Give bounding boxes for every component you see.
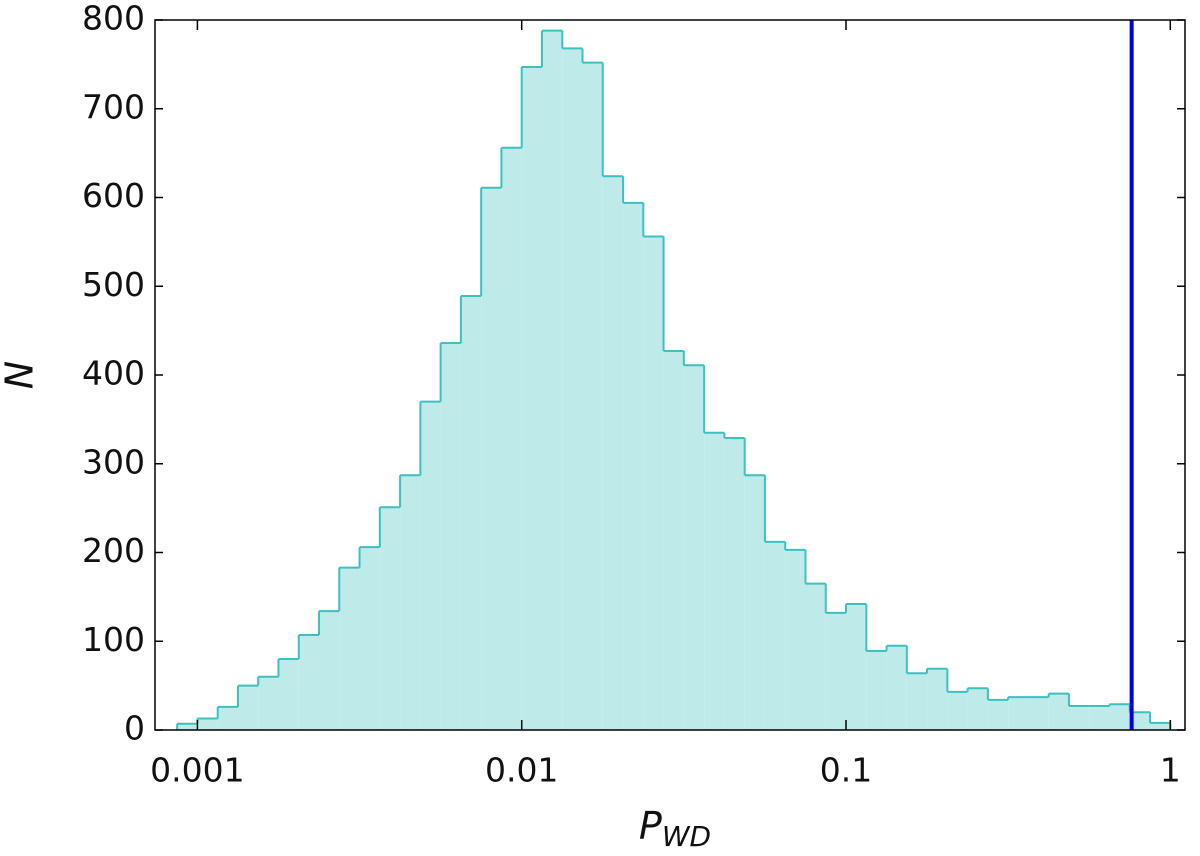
bar: [602, 176, 624, 730]
bar: [663, 351, 684, 730]
bar: [724, 438, 745, 730]
bar: [542, 30, 563, 730]
bar: [481, 187, 502, 731]
bar: [318, 611, 340, 730]
bar: [298, 635, 319, 730]
bar: [278, 659, 299, 730]
bar: [521, 67, 543, 731]
bar: [927, 668, 948, 730]
y-tick-label: 0: [124, 709, 145, 748]
bar: [967, 688, 988, 730]
bar: [400, 475, 421, 730]
bar: [1068, 706, 1090, 730]
bar: [785, 549, 806, 730]
bar: [1109, 704, 1130, 730]
x-tick-label: 0.1: [820, 751, 872, 790]
y-tick-label: 600: [82, 176, 145, 215]
bar: [764, 541, 786, 730]
bar: [440, 343, 461, 730]
x-axis-label: PWD: [639, 804, 711, 853]
bar: [339, 567, 360, 730]
x-axis-label-main: P: [639, 804, 662, 848]
y-tick-label: 400: [82, 354, 145, 393]
bar: [987, 699, 1009, 730]
bar: [1048, 693, 1069, 730]
y-tick-label: 500: [82, 265, 145, 304]
bar: [258, 676, 279, 730]
bar: [1129, 712, 1151, 730]
bar: [886, 645, 907, 730]
bar: [1028, 697, 1049, 730]
bar: [177, 723, 198, 730]
y-tick-label: 200: [82, 531, 145, 570]
bar: [562, 48, 583, 730]
bar: [501, 147, 522, 731]
y-tick-label: 800: [82, 0, 145, 38]
x-tick-label: 1: [1160, 751, 1181, 790]
bar: [460, 296, 482, 730]
x-tick-label: 0.01: [485, 751, 558, 790]
y-axis-label: N: [0, 361, 42, 389]
bar: [1089, 706, 1110, 730]
bar: [683, 365, 705, 730]
bar: [197, 718, 218, 730]
x-axis-label-subscript: WD: [662, 820, 711, 852]
bar: [623, 202, 644, 730]
bar: [825, 612, 847, 730]
bar: [846, 603, 867, 730]
bar: [379, 507, 401, 730]
y-tick-label: 300: [82, 442, 145, 481]
bar: [359, 547, 380, 730]
bar: [805, 583, 826, 730]
bar: [906, 673, 928, 730]
bar: [1150, 722, 1171, 730]
bar: [1008, 697, 1029, 730]
bar: [744, 475, 765, 730]
bar: [420, 401, 441, 730]
bar: [217, 706, 238, 730]
bar: [704, 432, 725, 730]
bar: [947, 691, 968, 730]
bar: [643, 236, 664, 731]
bar: [866, 651, 887, 730]
bar: [582, 62, 603, 731]
y-tick-label: 700: [82, 87, 145, 126]
bar: [237, 685, 259, 730]
x-tick-label: 0.001: [150, 751, 244, 790]
y-tick-label: 100: [82, 620, 145, 659]
